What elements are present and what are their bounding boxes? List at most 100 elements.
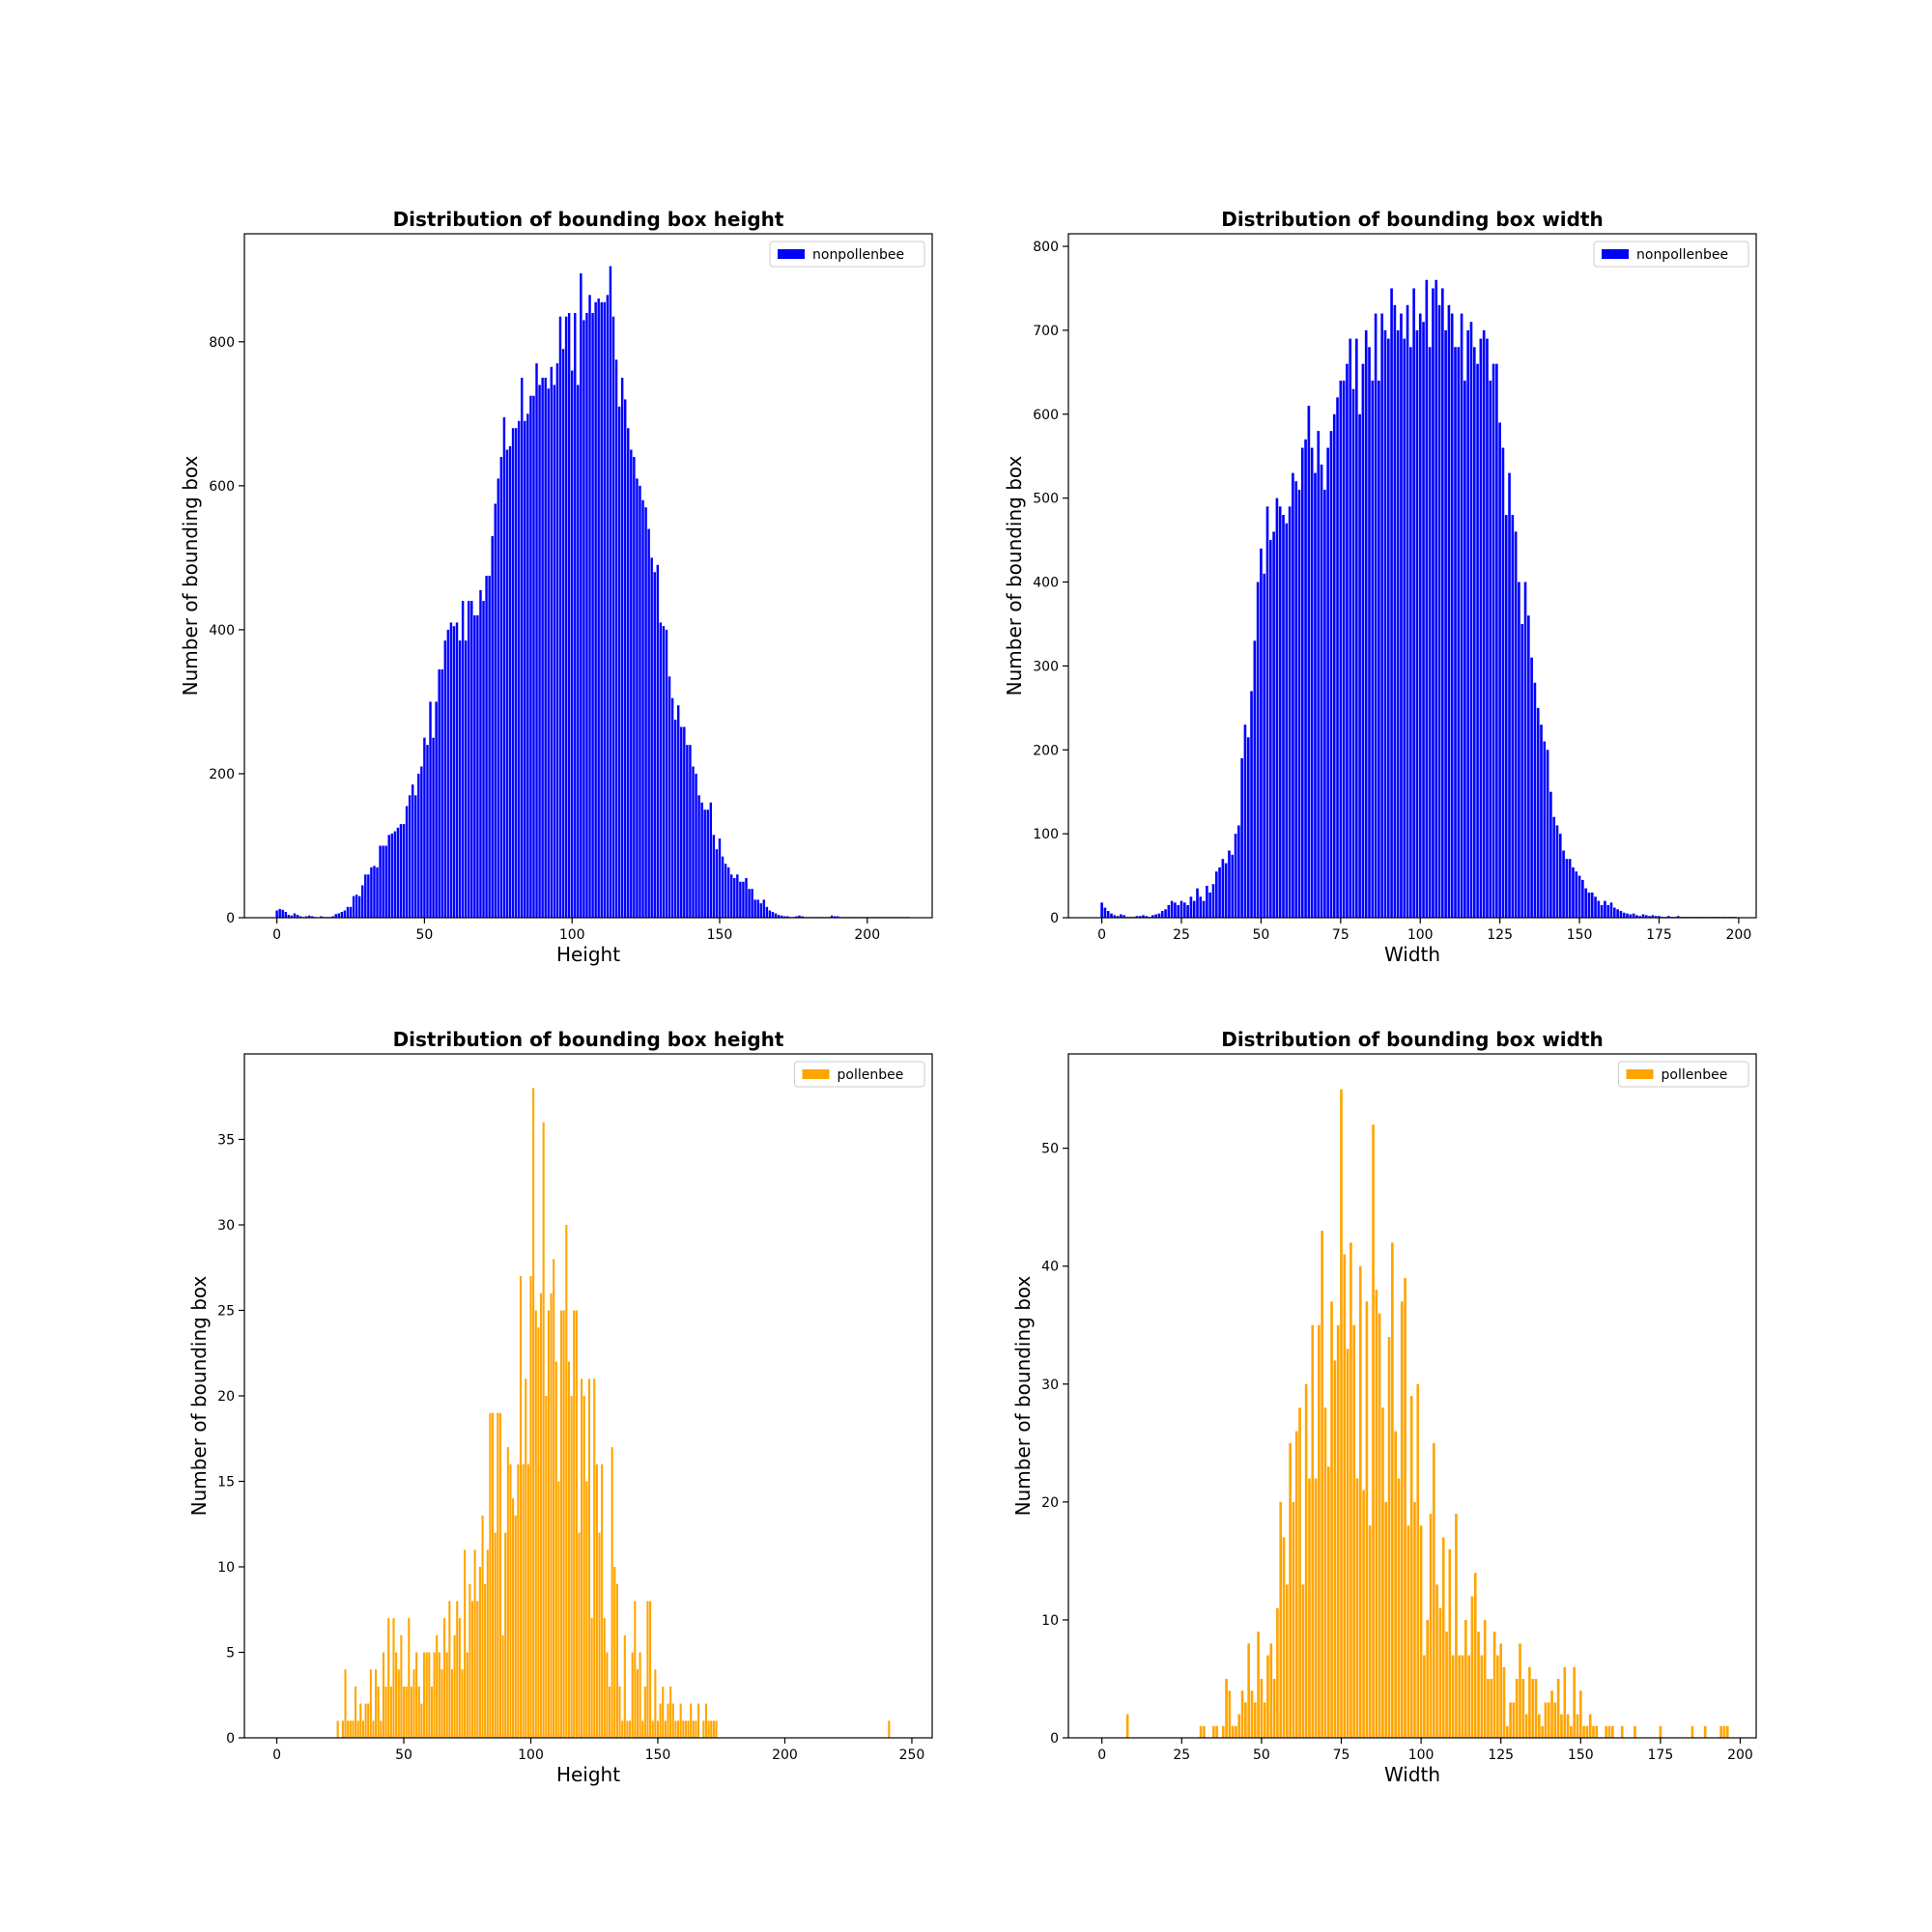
bar [603,301,607,918]
bar [534,1310,537,1738]
bar [1260,548,1263,918]
bar [745,878,748,918]
bar [498,1412,501,1738]
bar [494,503,497,918]
bar [542,1122,545,1738]
bar [736,874,739,918]
bar [1167,904,1171,918]
y-tick-label: 30 [217,1218,235,1234]
bar [1177,904,1180,918]
bar [392,1618,395,1738]
bar [1502,1666,1506,1738]
bar [1441,1537,1445,1738]
bar [1235,1725,1237,1738]
bar [1263,1702,1266,1738]
bar [570,370,574,919]
bar [420,766,423,918]
bar [1588,1714,1592,1738]
bar [597,298,600,918]
bar [1390,288,1393,918]
bar [1483,1619,1487,1738]
bar [756,899,759,918]
bar [497,1412,499,1738]
bar [621,1720,624,1738]
bar [1473,1573,1477,1738]
bar [1413,1501,1416,1738]
bar [1482,329,1486,918]
bar [484,1583,487,1738]
bar [449,622,453,918]
legend-label: pollenbee [838,1067,904,1083]
bar [1629,914,1633,918]
bar [690,1703,693,1738]
bar [1476,363,1479,919]
bar [639,485,641,918]
bar [1489,381,1492,918]
bar [560,1310,563,1738]
bar [287,915,291,918]
bar [1186,904,1189,918]
bar [1311,1324,1315,1738]
bar [1145,916,1149,918]
bar [1221,859,1225,918]
bar [1285,1584,1289,1738]
bar [1487,1678,1490,1738]
bar [275,910,278,918]
bar [278,909,281,918]
bar [1570,1725,1573,1738]
bar [524,420,526,918]
bar [697,795,700,918]
bar [400,1634,403,1738]
bar [1231,854,1235,918]
bar [617,406,621,918]
bar [1282,515,1285,918]
bar [361,885,364,918]
bar [593,1378,596,1738]
bar [673,720,677,918]
bar [1498,422,1501,919]
bar [570,1396,573,1738]
x-axis-label: Width [1384,943,1440,966]
bar [692,766,695,918]
bar [595,1463,598,1738]
bar [429,701,432,918]
bar [1358,1265,1362,1738]
bar [581,1378,583,1738]
bar [591,312,594,918]
bar [782,916,786,918]
y-tick-label: 0 [1050,911,1059,926]
bar [1391,1242,1394,1738]
bar [402,824,406,918]
bar [377,1686,380,1738]
bar [1196,888,1199,918]
bar [700,802,703,918]
bar [762,899,766,918]
bar [1504,515,1508,918]
bar [1339,381,1343,918]
bar [1409,347,1412,918]
bar [689,745,692,918]
bar [443,1618,446,1738]
bar [697,1703,700,1738]
bar [1437,304,1441,919]
bar [1396,329,1400,918]
bar [659,1703,662,1738]
bar [1486,338,1489,918]
x-tick-label: 250 [899,1747,925,1763]
bar [1116,916,1120,918]
bar [1365,1301,1369,1738]
bar [1103,907,1107,918]
bar [1362,1490,1365,1738]
bar [588,295,591,918]
bar [1368,1525,1372,1738]
bar [1240,757,1243,918]
bar [600,301,603,918]
y-tick-label: 800 [209,335,235,351]
bar [411,784,414,918]
bar [532,395,535,918]
bar [526,413,529,918]
bar [512,1498,515,1738]
bar [1534,1678,1538,1738]
bar [346,906,350,918]
bar [469,1583,471,1738]
